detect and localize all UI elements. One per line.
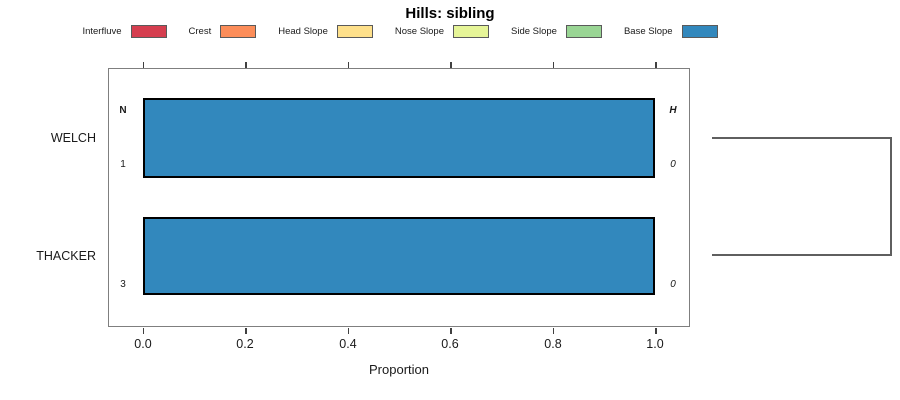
legend-swatch-crest	[220, 25, 257, 38]
legend-swatch-side-slope	[565, 25, 602, 38]
legend-item-head-slope: Head Slope	[278, 25, 373, 38]
annotation-thacker-h: 0	[670, 279, 676, 290]
x-axis-tick-bottom	[245, 328, 247, 334]
y-axis-label-thacker: THACKER	[36, 249, 96, 263]
legend-swatch-head-slope	[336, 25, 373, 38]
x-axis-tick-bottom	[347, 328, 349, 334]
legend-label: Interfluve	[82, 26, 122, 37]
annotation-thacker-n: 3	[120, 279, 126, 290]
x-axis-tick-bottom	[552, 328, 554, 334]
bar-row-welch	[143, 98, 655, 178]
x-axis-tick-top	[552, 62, 554, 68]
annotation-header-n: N	[119, 105, 127, 116]
legend-label: Nose Slope	[394, 26, 444, 37]
legend-item-nose-slope: Nose Slope	[395, 25, 489, 38]
legend-item-side-slope: Side Slope	[511, 25, 602, 38]
legend-swatch-interfluve	[130, 25, 167, 38]
dendrogram-branch-thacker	[712, 254, 892, 256]
x-axis-tick-label: 0.6	[441, 337, 459, 351]
legend-swatch-base-slope	[681, 25, 718, 38]
dendrogram-join	[890, 137, 892, 256]
legend-label: Crest	[188, 26, 212, 37]
legend-label: Side Slope	[511, 26, 557, 37]
bar-thacker-base-slope	[143, 217, 655, 295]
x-axis-tick-top	[347, 62, 349, 68]
annotation-welch-h: 0	[670, 159, 676, 170]
x-axis-tick-label: 0.0	[134, 337, 152, 351]
y-axis-label-welch: WELCH	[50, 131, 96, 145]
annotation-welch-n: 1	[120, 159, 126, 170]
x-axis-tick-top	[450, 62, 452, 68]
x-axis-tick-label: 1.0	[646, 337, 664, 351]
bar-row-thacker	[143, 217, 655, 295]
x-axis-tick-top	[655, 62, 657, 68]
chart-title: Hills: sibling	[405, 5, 495, 22]
legend-label: Head Slope	[278, 26, 328, 37]
legend: Interfluve Crest Head Slope Nose Slope S…	[0, 25, 800, 38]
x-axis-tick-label: 0.2	[236, 337, 254, 351]
x-axis-tick-label: 0.8	[544, 337, 562, 351]
x-axis-tick-top	[245, 62, 247, 68]
x-axis-tick-bottom	[655, 328, 657, 334]
x-axis-tick-bottom	[142, 328, 144, 334]
annotation-header-h: H	[669, 105, 677, 116]
legend-item-interfluve: Interfluve	[82, 25, 167, 38]
legend-item-crest: Crest	[189, 25, 257, 38]
dendrogram-branch-welch	[712, 137, 892, 139]
x-axis-title: Proportion	[369, 362, 429, 377]
x-axis-tick-top	[142, 62, 144, 68]
legend-item-base-slope: Base Slope	[624, 25, 718, 38]
x-axis-tick-bottom	[450, 328, 452, 334]
legend-label: Base Slope	[623, 26, 673, 37]
bar-welch-base-slope	[143, 98, 655, 178]
x-axis-tick-label: 0.4	[339, 337, 357, 351]
legend-swatch-nose-slope	[453, 25, 489, 38]
